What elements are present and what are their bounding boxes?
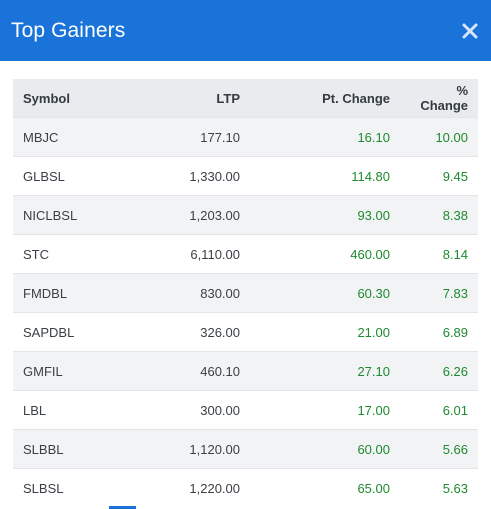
- ltp-cell: 830.00: [123, 273, 250, 313]
- pct-change-cell: 6.89: [400, 312, 478, 352]
- symbol-cell: SAPDBL: [13, 312, 123, 352]
- table-row[interactable]: GLBSL 1,330.00 114.80 9.45: [13, 156, 478, 196]
- symbol-cell: FMDBL: [13, 273, 123, 313]
- ltp-cell: 326.00: [123, 312, 250, 352]
- ltp-cell: 1,120.00: [123, 429, 250, 469]
- symbol-cell: GLBSL: [13, 156, 123, 196]
- ltp-cell: 177.10: [123, 117, 250, 157]
- modal-header: Top Gainers: [0, 0, 491, 61]
- table-row[interactable]: SLBSL 1,220.00 65.00 5.63: [13, 468, 478, 507]
- pct-change-cell: 8.38: [400, 195, 478, 235]
- table-row[interactable]: SAPDBL 326.00 21.00 6.89: [13, 312, 478, 352]
- pt-change-cell: 460.00: [250, 234, 400, 274]
- column-header-symbol[interactable]: Symbol: [23, 90, 70, 106]
- pct-change-cell: 5.66: [400, 429, 478, 469]
- pt-change-cell: 21.00: [250, 312, 400, 352]
- table-row[interactable]: LBL 300.00 17.00 6.01: [13, 390, 478, 430]
- table-row[interactable]: NICLBSL 1,203.00 93.00 8.38: [13, 195, 478, 235]
- table-row[interactable]: GMFIL 460.10 27.10 6.26: [13, 351, 478, 391]
- pct-change-cell: 6.01: [400, 390, 478, 430]
- modal-title: Top Gainers: [11, 19, 126, 42]
- table-header-row: Symbol LTP Pt. Change % Change: [13, 79, 478, 118]
- pt-change-cell: 60.00: [250, 429, 400, 469]
- column-header-pt-change[interactable]: Pt. Change: [322, 90, 390, 106]
- pct-change-cell: 5.63: [400, 468, 478, 507]
- column-header-pct-change[interactable]: % Change: [420, 83, 468, 113]
- table-row[interactable]: STC 6,110.00 460.00 8.14: [13, 234, 478, 274]
- pt-change-cell: 65.00: [250, 468, 400, 507]
- pt-change-cell: 114.80: [250, 156, 400, 196]
- symbol-cell: SLBBL: [13, 429, 123, 469]
- symbol-cell: GMFIL: [13, 351, 123, 391]
- close-icon[interactable]: [459, 20, 481, 42]
- pct-change-cell: 10.00: [400, 117, 478, 157]
- gainers-table-container: Symbol LTP Pt. Change % Change MBJC 177.1…: [13, 79, 478, 507]
- ltp-cell: 300.00: [123, 390, 250, 430]
- symbol-cell: SLBSL: [13, 468, 123, 507]
- symbol-cell: MBJC: [13, 117, 123, 157]
- column-header-ltp[interactable]: LTP: [216, 90, 240, 106]
- gainers-table: Symbol LTP Pt. Change % Change MBJC 177.1…: [13, 79, 478, 507]
- pct-change-cell: 6.26: [400, 351, 478, 391]
- pct-change-cell: 9.45: [400, 156, 478, 196]
- symbol-cell: STC: [13, 234, 123, 274]
- pt-change-cell: 93.00: [250, 195, 400, 235]
- pt-change-cell: 17.00: [250, 390, 400, 430]
- pt-change-cell: 27.10: [250, 351, 400, 391]
- pct-change-cell: 7.83: [400, 273, 478, 313]
- pt-change-cell: 16.10: [250, 117, 400, 157]
- ltp-cell: 6,110.00: [123, 234, 250, 274]
- ltp-cell: 1,220.00: [123, 468, 250, 507]
- ltp-cell: 1,330.00: [123, 156, 250, 196]
- scroll-indicator: [109, 506, 136, 509]
- table-row[interactable]: SLBBL 1,120.00 60.00 5.66: [13, 429, 478, 469]
- ltp-cell: 460.10: [123, 351, 250, 391]
- ltp-cell: 1,203.00: [123, 195, 250, 235]
- symbol-cell: NICLBSL: [13, 195, 123, 235]
- pct-change-cell: 8.14: [400, 234, 478, 274]
- table-row[interactable]: FMDBL 830.00 60.30 7.83: [13, 273, 478, 313]
- pt-change-cell: 60.30: [250, 273, 400, 313]
- table-row[interactable]: MBJC 177.10 16.10 10.00: [13, 117, 478, 157]
- symbol-cell: LBL: [13, 390, 123, 430]
